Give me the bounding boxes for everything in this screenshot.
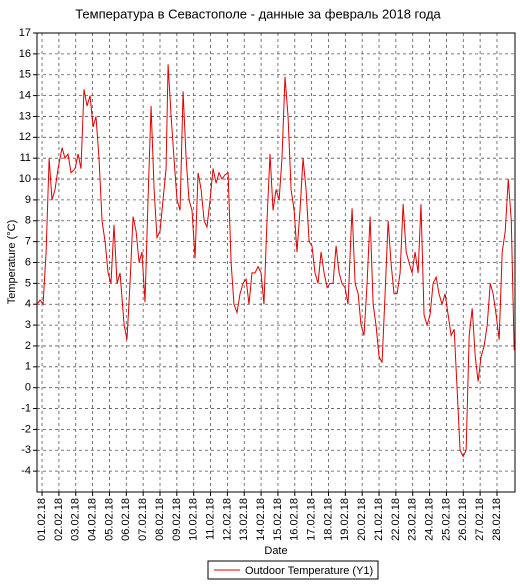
x-tick-label: 28.02.18: [491, 498, 503, 541]
y-tick-label: 11: [20, 152, 31, 164]
y-tick-label: -4: [21, 465, 31, 477]
y-tick-label: 16: [19, 48, 31, 60]
y-tick-label: 5: [25, 277, 31, 289]
x-tick-label: 04.02.18: [87, 498, 99, 541]
x-tick-label: 19.02.18: [339, 498, 351, 541]
x-tick-label: 09.02.18: [171, 498, 183, 541]
y-tick-label: 6: [25, 256, 31, 268]
y-tick-label: 9: [25, 194, 31, 206]
chart-title: Температура в Севастополе - данные за фе…: [75, 6, 441, 21]
temperature-line: [36, 64, 515, 458]
x-tick-label: 02.02.18: [53, 498, 65, 541]
legend: Outdoor Temperature (Y1): [214, 565, 373, 577]
x-tick-label: 20.02.18: [356, 498, 368, 541]
x-tick-label: 25.02.18: [440, 498, 452, 541]
y-tick-label: 10: [19, 173, 31, 185]
y-tick-label: -2: [21, 423, 31, 435]
y-tick-label: 12: [19, 131, 31, 143]
x-tick-label: 06.02.18: [120, 498, 132, 541]
y-tick-label: 7: [25, 236, 31, 248]
x-tick-label: 16.02.18: [289, 498, 301, 541]
x-tick-label: 23.02.18: [407, 498, 419, 541]
x-tick-label: 08.02.18: [154, 498, 166, 541]
legend-box: [207, 560, 379, 580]
y-tick-label: 17: [19, 27, 31, 39]
x-tick-label: 01.02.18: [36, 498, 48, 541]
x-tick-label: 21.02.18: [373, 498, 385, 541]
y-tick-label: -3: [21, 444, 31, 456]
y-tick-label: 14: [19, 89, 31, 101]
x-tick-label: 18.02.18: [322, 498, 334, 541]
y-tick-label: 1: [25, 361, 31, 373]
y-tick-label: 8: [25, 215, 31, 227]
plot-frame: [36, 32, 516, 493]
x-tick-label: 27.02.18: [474, 498, 486, 541]
y-tick-label: 0: [25, 382, 31, 394]
x-tick-label: 07.02.18: [137, 498, 149, 541]
x-tick-label: 05.02.18: [103, 498, 115, 541]
y-tick-label: 15: [19, 69, 31, 81]
x-tick-label: 14.02.18: [255, 498, 267, 541]
x-tick-label: 15.02.18: [272, 498, 284, 541]
x-tick-label: 22.02.18: [390, 498, 402, 541]
y-tick-label: 2: [25, 340, 31, 352]
y-axis-label: Temperature (°C): [6, 220, 18, 304]
x-tick-label: 13.02.18: [238, 498, 250, 541]
x-tick-label: 24.02.18: [423, 498, 435, 541]
y-tick-label: 3: [25, 319, 31, 331]
x-tick-label: 26.02.18: [457, 498, 469, 541]
x-tick-label: 17.02.18: [306, 498, 318, 541]
x-tick-label: 10.02.18: [188, 498, 200, 541]
x-tick-label: 11.02.18: [204, 498, 216, 540]
x-axis-label: Date: [264, 545, 287, 557]
x-tick-label: 12.02.18: [221, 498, 233, 541]
y-tick-label: 13: [19, 110, 31, 122]
x-tick-label: 03.02.18: [70, 498, 82, 541]
legend-label: Outdoor Temperature (Y1): [245, 565, 373, 577]
y-tick-label: 4: [25, 298, 31, 310]
y-tick-label: -1: [21, 402, 31, 414]
